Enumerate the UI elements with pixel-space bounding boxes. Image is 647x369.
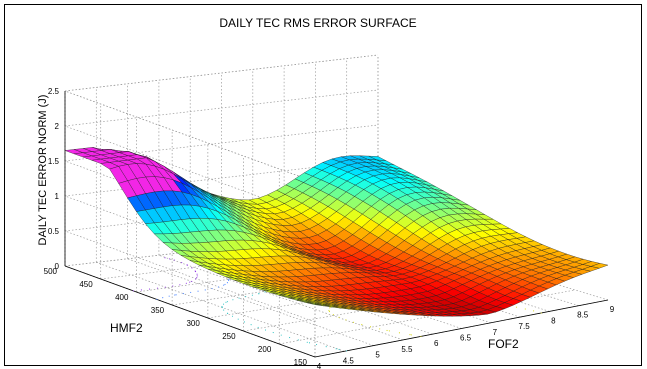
x-tick-label: 5.5 — [401, 345, 413, 354]
y-tick-label: 300 — [186, 319, 200, 328]
x-tick-label: 5 — [375, 351, 380, 360]
x-tick-label: 4 — [317, 362, 322, 369]
x-axis-label: FOF2 — [488, 337, 519, 351]
z-tick-label: 1 — [55, 192, 60, 201]
surface-facet — [590, 263, 609, 269]
tick-labels: 0 0.5 1 1.5 2 2.5 150 200 250 300 350 400 450 500 4 4.5… — [44, 87, 615, 369]
z-tick-label: 2 — [55, 122, 60, 131]
x-tick-label: 6.5 — [460, 334, 472, 343]
y-tick-label: 400 — [115, 293, 129, 302]
x-tick-label: 8 — [551, 316, 556, 325]
z-tick-label: 0 — [55, 262, 60, 271]
z-axis-label: DAILY TEC ERROR NORM (J) — [37, 95, 49, 246]
y-tick-label: 500 — [44, 267, 58, 276]
y-axis-label: HMF2 — [110, 321, 143, 335]
x-tick-label: 9 — [610, 305, 615, 314]
x-tick-label: 6 — [434, 339, 439, 348]
chart-title: DAILY TEC RMS ERROR SURFACE — [219, 16, 416, 30]
y-tick-label: 450 — [79, 280, 93, 289]
y-tick-label: 350 — [151, 306, 165, 315]
z-tick-label: 2.5 — [48, 87, 60, 96]
z-tick-label: 0.5 — [48, 227, 60, 236]
x-tick-label: 8.5 — [577, 311, 589, 320]
y-tick-label: 150 — [294, 358, 308, 367]
x-tick-label: 4.5 — [343, 356, 355, 365]
z-tick-label: 1.5 — [48, 157, 60, 166]
surface-mesh — [64, 147, 609, 317]
y-tick-label: 200 — [258, 345, 272, 354]
x-tick-label: 7.5 — [519, 322, 531, 331]
y-tick-label: 250 — [222, 332, 236, 341]
x-tick-label: 7 — [493, 328, 498, 337]
